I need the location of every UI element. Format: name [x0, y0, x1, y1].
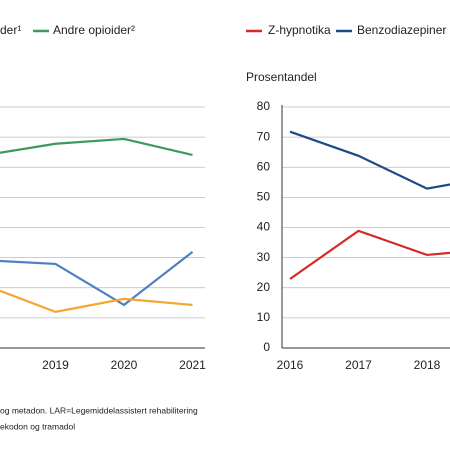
series-line: [0, 251, 194, 307]
x-tick-label: 2016: [277, 358, 304, 372]
y-tick-label: 60: [257, 159, 271, 173]
x-tick-label: 2017: [345, 358, 372, 372]
y-tick-label: 40: [257, 220, 271, 234]
y-tick-label: 50: [257, 190, 271, 204]
y-tick-label: 70: [257, 129, 271, 143]
y-tick-label: 0: [263, 340, 270, 354]
legend-label: Z-hypnotika: [268, 23, 331, 37]
legend-label: Andre opioider²: [53, 23, 135, 37]
x-tick-label: 2018: [414, 358, 441, 372]
y-tick-label: 20: [257, 280, 271, 294]
x-tick-label: 2020: [111, 358, 138, 372]
y-tick-label: 10: [257, 310, 271, 324]
series-line: [0, 289, 193, 313]
series-line: [289, 130, 450, 190]
y-axis-label: Prosentandel: [246, 70, 317, 84]
footnote: ekodon og tramadol: [0, 421, 75, 431]
footnote: og metadon. LAR=Legemiddelassistert reha…: [0, 405, 198, 415]
series-line: [0, 137, 193, 156]
series-line: [289, 229, 450, 280]
y-tick-label: 30: [257, 250, 271, 264]
legend-label: der¹: [0, 23, 21, 37]
x-tick-label: 2021: [179, 358, 206, 372]
x-tick-label: 2019: [42, 358, 69, 372]
y-tick-label: 80: [257, 99, 271, 113]
legend-label: Benzodiazepiner: [357, 23, 446, 37]
